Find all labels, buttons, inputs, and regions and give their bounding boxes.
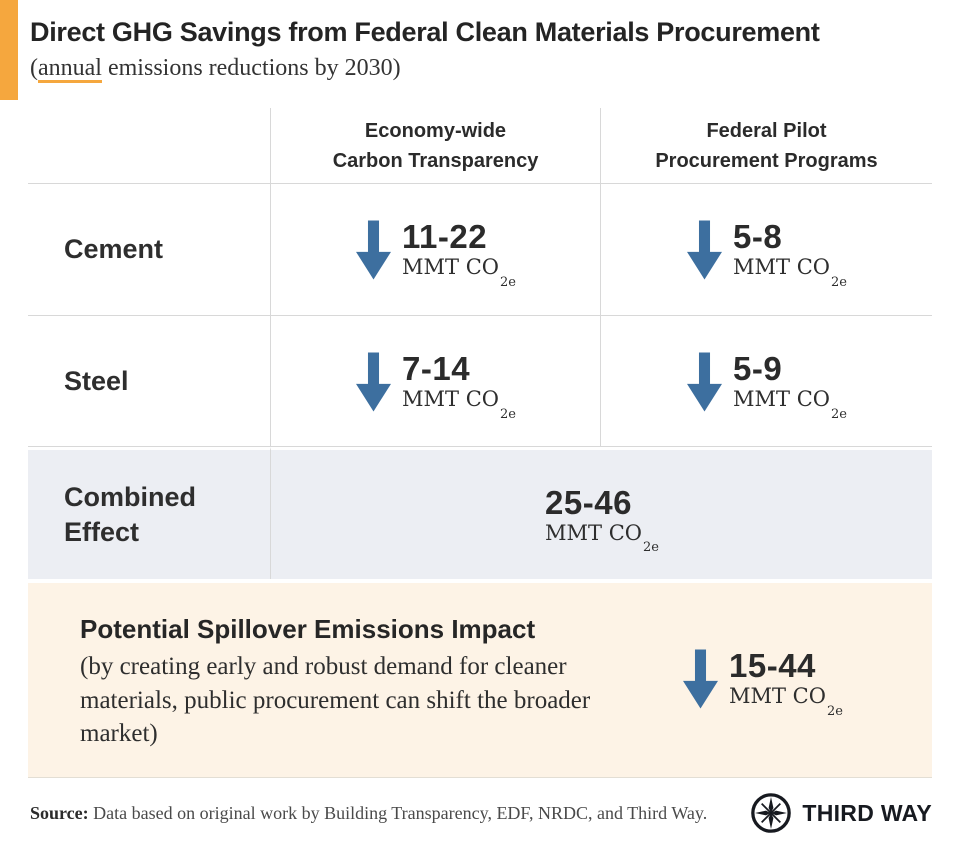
compass-icon — [751, 793, 792, 834]
down-arrow-icon — [683, 649, 718, 709]
down-arrow-icon — [687, 220, 723, 280]
value-number: 7-14 — [402, 350, 471, 388]
footer: Source: Data based on original work by B… — [30, 778, 932, 835]
unit-subscript: 2e — [643, 540, 659, 556]
subtitle-open: ( — [30, 55, 38, 82]
page-subtitle: (annual emissions reductions by 2030) — [30, 55, 960, 82]
spillover-value: 15-44 MMT CO2e — [683, 647, 843, 719]
down-arrow-icon — [356, 352, 392, 412]
third-way-logo: THIRD WAY — [749, 791, 932, 835]
column-header-federal-pilot: Federal Pilot Procurement Programs — [600, 108, 932, 185]
header: Direct GHG Savings from Federal Clean Ma… — [0, 0, 960, 82]
value-number: 15-44 — [729, 647, 816, 685]
value-block: 15-44 MMT CO2e — [729, 647, 843, 719]
column-header-label: Federal Pilot Procurement Programs — [655, 119, 878, 172]
subtitle-underlined-word: annual — [38, 55, 102, 82]
corner-cell — [28, 108, 270, 185]
spillover-description: (by creating early and robust demand for… — [80, 652, 591, 748]
value-block: 11-22 MMT CO2e — [402, 218, 516, 290]
down-arrow-icon — [356, 220, 392, 280]
value-block: 7-14 MMT CO2e — [402, 350, 516, 422]
row-label-steel: Steel — [28, 316, 270, 448]
value-number: 5-9 — [733, 350, 783, 388]
unit-subscript: 2e — [826, 703, 843, 719]
source-text: Data based on original work by Building … — [88, 802, 708, 823]
accent-bar — [0, 0, 18, 100]
value-unit: MMT CO2e — [733, 255, 847, 290]
cell-steel-federal-pilot: 5-9 MMT CO2e — [600, 316, 932, 448]
cell-steel-economy-wide: 7-14 MMT CO2e — [270, 316, 600, 448]
unit-subscript: 2e — [500, 274, 516, 290]
value-unit: MMT CO2e — [733, 387, 847, 422]
savings-table: Economy-wide Carbon Transparency Federal… — [28, 108, 932, 580]
value-unit: MMT CO2e — [402, 387, 516, 422]
logo-wordmark: THIRD WAY — [802, 799, 932, 826]
unit-subscript: 2e — [500, 406, 516, 422]
value-unit: MMT CO2e — [545, 520, 659, 556]
row-label-cement: Cement — [28, 184, 270, 317]
unit-subscript: 2e — [831, 274, 847, 290]
unit-subscript: 2e — [831, 406, 847, 422]
value-block: 5-9 MMT CO2e — [733, 350, 847, 422]
page-title: Direct GHG Savings from Federal Clean Ma… — [30, 17, 820, 47]
value-block: 5-8 MMT CO2e — [733, 218, 847, 290]
value-unit: MMT CO2e — [402, 255, 516, 290]
cell-cement-economy-wide: 11-22 MMT CO2e — [270, 184, 600, 317]
combined-label: Combined Effect — [64, 481, 196, 547]
row-label-combined-effect: Combined Effect — [28, 447, 270, 580]
spillover-text: Potential Spillover Emissions Impact (by… — [80, 613, 625, 751]
value-number: 11-22 — [402, 218, 488, 256]
down-arrow-icon — [687, 352, 723, 412]
source-note: Source: Data based on original work by B… — [30, 803, 707, 824]
column-header-economy-wide: Economy-wide Carbon Transparency — [270, 108, 600, 185]
value-unit: MMT CO2e — [729, 684, 843, 719]
cell-combined-effect-value: 25-46 MMT CO2e — [270, 447, 932, 580]
cell-cement-federal-pilot: 5-8 MMT CO2e — [600, 184, 932, 317]
subtitle-rest: emissions reductions by 2030) — [101, 55, 401, 82]
value-number: 5-8 — [733, 218, 783, 256]
spillover-callout: Potential Spillover Emissions Impact (by… — [28, 583, 932, 779]
spillover-title: Potential Spillover Emissions Impact — [80, 614, 536, 645]
value-number: 25-46 — [545, 483, 632, 521]
source-label: Source: — [30, 802, 89, 823]
column-header-label: Economy-wide Carbon Transparency — [332, 119, 539, 172]
value-block: 25-46 MMT CO2e — [545, 483, 659, 556]
